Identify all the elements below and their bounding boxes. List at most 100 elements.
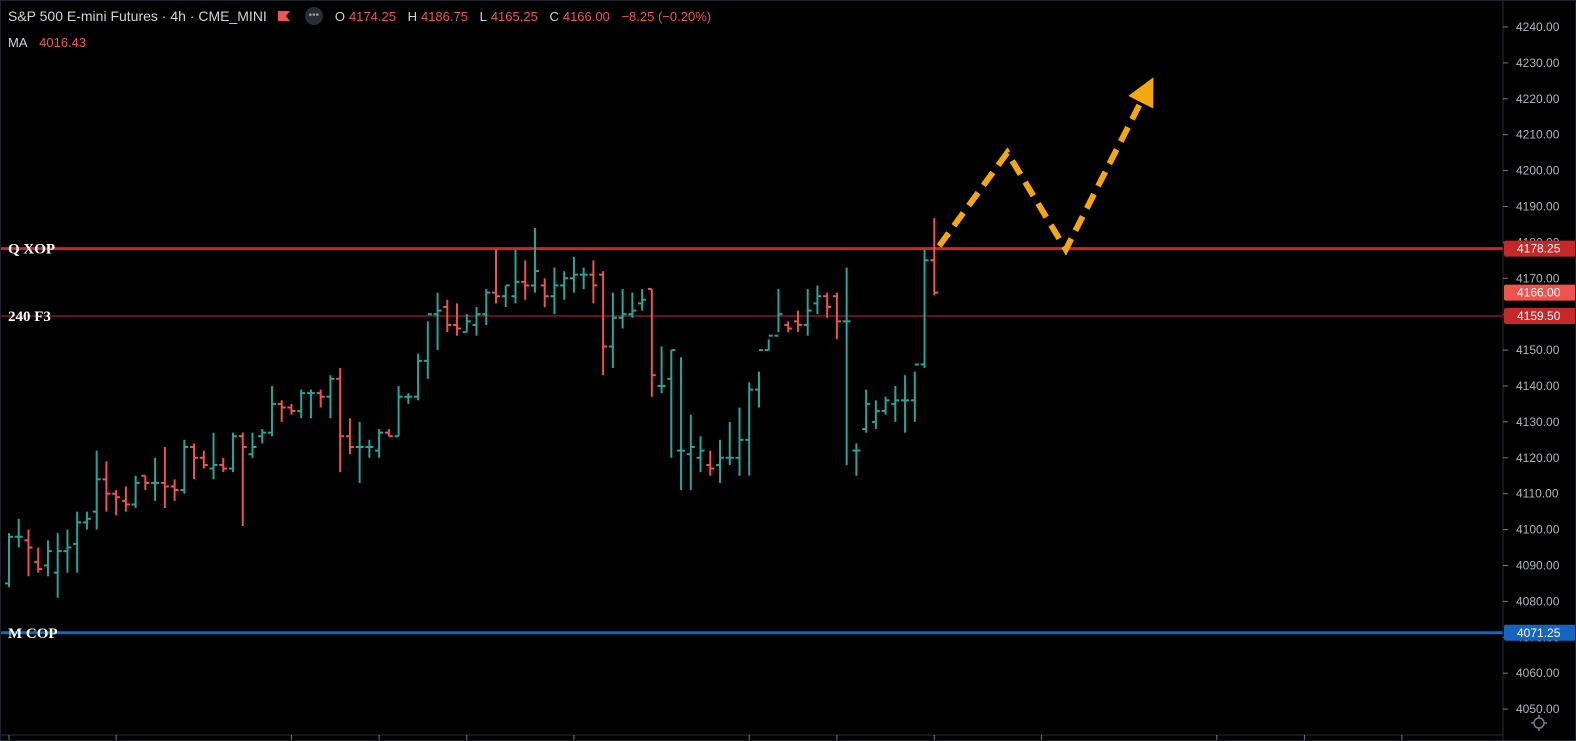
ohlc-bar	[92, 450, 101, 530]
ohlc-bar	[862, 389, 871, 433]
level-label: 240 F3	[8, 309, 51, 325]
time-axis[interactable]: 9121415161921222326282930	[1, 734, 1503, 741]
ohlc-bar	[316, 389, 325, 408]
ohlc-bar	[365, 439, 374, 458]
ohlc-bar	[355, 421, 364, 483]
level-label: M COP	[8, 626, 58, 642]
more-options-icon[interactable]: •••	[304, 7, 323, 25]
ohlc-bar	[774, 289, 783, 337]
ohlc-bar	[63, 529, 72, 573]
ohlc-bar	[384, 429, 393, 438]
ohlc-bar	[238, 432, 247, 526]
ohlc-bar	[638, 289, 647, 311]
price-tick-label: 4100.00	[1516, 523, 1560, 537]
projection-path	[936, 93, 1148, 256]
level-price-text: 4178.25	[1517, 242, 1561, 256]
ohlc-bar	[618, 289, 627, 329]
ohlc-bar	[754, 349, 763, 408]
ohlc-bar	[842, 267, 851, 465]
ohlc-bar	[394, 385, 403, 438]
ohlc-bar	[569, 256, 578, 293]
ohlc-bar	[647, 288, 656, 397]
ohlc-values: O 4174.25 H 4186.75 L 4165.25 C 4166.00 −8.2…	[334, 8, 712, 24]
ohlc-bar	[14, 518, 23, 548]
ohlc-bar	[891, 385, 900, 422]
price-tick-label: 4210.00	[1516, 128, 1560, 142]
ohlc-bar	[229, 432, 238, 473]
ohlc-bar	[920, 249, 929, 369]
ohlc-bar	[589, 260, 598, 304]
flag-icon[interactable]	[277, 10, 291, 22]
ohlc-bar	[910, 363, 919, 422]
ohlc-bar	[706, 450, 715, 476]
ohlc-bar	[336, 368, 345, 473]
ohlc-bar	[287, 403, 296, 415]
ohlc-bar	[667, 349, 676, 458]
ohlc-bar	[43, 540, 52, 577]
ohlc-bar	[375, 429, 384, 458]
price-tick-label: 4150.00	[1516, 343, 1560, 357]
level-price-text: 4159.50	[1517, 309, 1561, 323]
ohlc-bar	[511, 249, 520, 304]
ohlc-bar	[901, 375, 910, 433]
ohlc-bar	[560, 271, 569, 300]
ma-indicator-legend[interactable]: MA 4016.43	[8, 35, 86, 50]
symbol-title[interactable]: S&P 500 E-mini Futures · 4h · CME_MINI	[8, 8, 267, 24]
ohlc-bar	[326, 375, 335, 419]
level-price-text: 4071.25	[1517, 626, 1561, 640]
price-tick-label: 4240.00	[1516, 20, 1560, 34]
ohlc-bar	[277, 400, 286, 422]
ohlc-bar	[453, 303, 462, 336]
ohlc-bar	[793, 310, 802, 333]
ohlc-bar	[482, 289, 491, 325]
price-tick-label: 4230.00	[1516, 56, 1560, 70]
ohlc-bar	[530, 228, 539, 293]
ohlc-bar	[248, 432, 257, 458]
ohlc-bar	[881, 396, 890, 415]
price-tick-label: 4120.00	[1516, 451, 1560, 465]
ohlc-bar	[131, 475, 140, 509]
ohlc-bar	[677, 357, 686, 491]
ohlc-bar	[657, 346, 666, 394]
ohlc-bar	[306, 389, 315, 419]
arrow-head	[1128, 77, 1154, 109]
price-badges: 4178.25 4159.50 4071.25 4166.00	[1504, 240, 1575, 641]
ohlc-bar	[160, 447, 169, 509]
ohlc-bar	[930, 218, 939, 296]
ohlc-bar	[628, 292, 637, 318]
level-price-badge	[1504, 240, 1575, 257]
ohlc-bar	[716, 439, 725, 483]
settings-gear-icon[interactable]	[1531, 715, 1547, 731]
ohlc-bar	[423, 313, 432, 379]
ohlc-bar	[180, 439, 189, 494]
ohlc-bar	[219, 457, 228, 473]
ohlc-bar	[462, 314, 471, 334]
ohlc-bar	[813, 285, 822, 315]
price-tick-label: 4140.00	[1516, 379, 1560, 393]
chart-legend: S&P 500 E-mini Futures · 4h · CME_MINI •…	[8, 7, 715, 25]
ohlc-bars	[5, 218, 939, 598]
ohlc-bar	[34, 547, 43, 573]
ohlc-bar	[151, 457, 160, 501]
ohlc-bar	[73, 511, 82, 573]
ohlc-bar	[112, 490, 121, 516]
ohlc-bar	[199, 450, 208, 469]
ohlc-bar	[764, 334, 773, 352]
ohlc-bar	[803, 289, 812, 336]
last-price-text: 4166.00	[1517, 286, 1561, 300]
ohlc-bar	[784, 321, 793, 333]
ohlc-bar	[599, 271, 608, 376]
price-tick-label: 4130.00	[1516, 415, 1560, 429]
ohlc-bar	[141, 474, 150, 491]
ohlc-bar	[82, 511, 91, 530]
ohlc-bar	[404, 393, 413, 404]
ohlc-bar	[550, 267, 559, 315]
ohlc-bar	[735, 407, 744, 476]
price-tick-label: 4200.00	[1516, 164, 1560, 178]
ohlc-bar	[121, 486, 130, 512]
ohlc-bar	[209, 432, 218, 480]
price-tick-label: 4190.00	[1516, 199, 1560, 213]
ohlc-bar	[725, 421, 734, 465]
ma-label: MA	[8, 35, 28, 50]
